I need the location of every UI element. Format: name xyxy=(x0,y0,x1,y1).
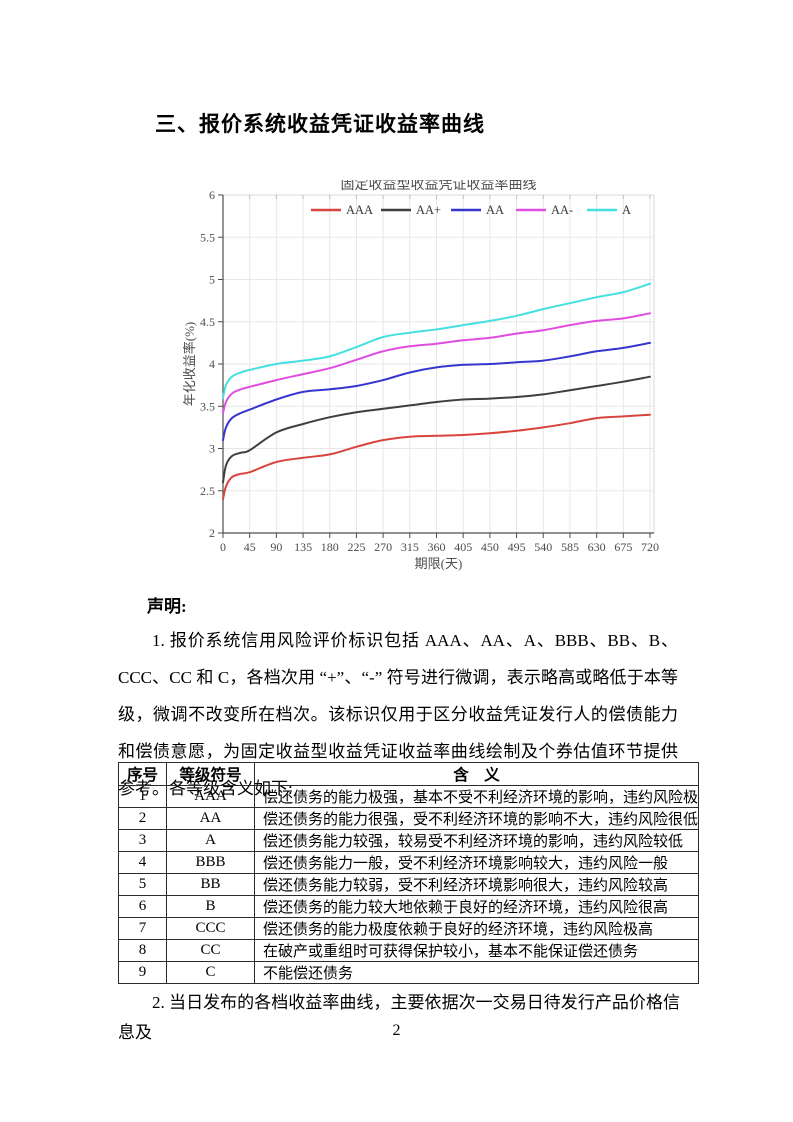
y-tick-label: 4.5 xyxy=(200,315,215,329)
row-meaning-cell: 偿还债务能力一般，受不利经济环境影响较大，违约风险一般 xyxy=(254,851,699,874)
row-symbol-cell: AA xyxy=(166,807,255,830)
x-tick-label: 675 xyxy=(614,540,632,554)
row-symbol-cell: B xyxy=(166,895,255,918)
row-index-cell: 3 xyxy=(118,829,167,852)
row-symbol-cell: A xyxy=(166,829,255,852)
x-tick-label: 360 xyxy=(428,540,446,554)
y-tick-label: 2.5 xyxy=(200,484,215,498)
x-tick-label: 405 xyxy=(454,540,472,554)
row-meaning-cell: 偿还债务的能力较大地依赖于良好的经济环境，违约风险很高 xyxy=(254,895,699,918)
y-tick-label: 2 xyxy=(209,526,215,540)
table-row: 7 CCC 偿还债务的能力极度依赖于良好的经济环境，违约风险极高 xyxy=(118,917,699,940)
legend-label-A: A xyxy=(622,203,631,217)
header-cell-meaning: 含 义 xyxy=(254,762,699,786)
x-tick-label: 270 xyxy=(374,540,392,554)
chart-title: 固定收益型收益凭证收益率曲线 xyxy=(341,180,537,193)
x-axis-label: 期限(天) xyxy=(415,556,463,571)
row-index-cell: 5 xyxy=(118,873,167,896)
row-meaning-cell: 偿还债务能力较弱，受不利经济环境影响很大，违约风险较高 xyxy=(254,873,699,896)
row-meaning-cell: 不能偿还债务 xyxy=(254,961,699,984)
row-symbol-cell: BBB xyxy=(166,851,255,874)
y-tick-label: 3 xyxy=(209,442,215,456)
row-index-cell: 2 xyxy=(118,807,167,830)
table-row: 6 B 偿还债务的能力较大地依赖于良好的经济环境，违约风险很高 xyxy=(118,895,699,918)
row-index-cell: 8 xyxy=(118,939,167,962)
table-row: 2 AA 偿还债务的能力很强，受不利经济环境的影响不大，违约风险很低 xyxy=(118,807,699,830)
row-index-cell: 4 xyxy=(118,851,167,874)
declaration-label: 声明: xyxy=(147,597,187,616)
header-cell-index: 序号 xyxy=(118,762,167,786)
x-tick-label: 225 xyxy=(347,540,365,554)
declaration-paragraph-1: 1. 报价系统信用风险评价标识包括 AAA、AA、A、BBB、BB、B、CCC、… xyxy=(118,631,678,798)
x-tick-label: 135 xyxy=(294,540,312,554)
x-tick-label: 315 xyxy=(401,540,419,554)
x-tick-label: 630 xyxy=(588,540,606,554)
row-index-cell: 9 xyxy=(118,961,167,984)
row-meaning-cell: 在破产或重组时可获得保护较小，基本不能保证偿还债务 xyxy=(254,939,699,962)
table-row: 8 CC 在破产或重组时可获得保护较小，基本不能保证偿还债务 xyxy=(118,939,699,962)
table-row: 5 BB 偿还债务能力较弱，受不利经济环境影响很大，违约风险较高 xyxy=(118,873,699,896)
row-symbol-cell: C xyxy=(166,961,255,984)
table-row: 1 AAA 偿还债务的能力极强，基本不受不利经济环境的影响，违约风险极低 xyxy=(118,785,699,808)
legend-label-AA+: AA+ xyxy=(416,203,441,217)
x-tick-label: 495 xyxy=(508,540,526,554)
header-cell-symbol: 等级符号 xyxy=(166,762,255,786)
x-tick-label: 540 xyxy=(534,540,552,554)
table-row: 3 A 偿还债务能力较强，较易受不利经济环境的影响，违约风险较低 xyxy=(118,829,699,852)
page-number: 2 xyxy=(392,1022,401,1039)
row-index-cell: 1 xyxy=(118,785,167,808)
y-tick-label: 3.5 xyxy=(200,399,215,413)
x-tick-label: 720 xyxy=(641,540,659,554)
row-index-cell: 6 xyxy=(118,895,167,918)
x-tick-label: 45 xyxy=(244,540,256,554)
yield-curve-chart: 2 2.5 3 3.5 4 4.5 5 5.5 6 0 45 90 135 180 225 270 315 360… xyxy=(182,176,680,580)
table-row: 9 C 不能偿还债务 xyxy=(118,961,699,984)
x-tick-label: 450 xyxy=(481,540,499,554)
row-symbol-cell: CC xyxy=(166,939,255,962)
x-tick-label: 180 xyxy=(321,540,339,554)
y-axis-label: 年化收益率(%) xyxy=(183,322,197,407)
row-symbol-cell: CCC xyxy=(166,917,255,940)
row-symbol-cell: BB xyxy=(166,873,255,896)
legend-label-AA: AA xyxy=(486,203,504,217)
rating-grade-table: 序号 等级符号 含 义 1 AAA 偿还债务的能力极强，基本不受不利经济环境的影响，… xyxy=(118,762,699,984)
row-meaning-cell: 偿还债务的能力极强，基本不受不利经济环境的影响，违约风险极低 xyxy=(254,785,699,808)
row-meaning-cell: 偿还债务的能力极度依赖于良好的经济环境，违约风险极高 xyxy=(254,917,699,940)
table-row: 4 BBB 偿还债务能力一般，受不利经济环境影响较大，违约风险一般 xyxy=(118,851,699,874)
x-tick-label: 585 xyxy=(561,540,579,554)
series-line-AAA xyxy=(222,413,651,501)
y-tick-label: 5 xyxy=(209,273,215,287)
x-tick-label: 0 xyxy=(220,540,226,554)
y-tick-label: 4 xyxy=(209,357,215,371)
series-line-AA xyxy=(222,341,651,442)
y-tick-label: 6 xyxy=(209,188,215,202)
series-line-AA- xyxy=(222,312,651,414)
row-index-cell: 7 xyxy=(118,917,167,940)
table-header-row: 序号 等级符号 含 义 xyxy=(118,762,699,786)
legend-label-AAA: AAA xyxy=(346,203,373,217)
series-line-A xyxy=(222,282,651,399)
declaration-paragraph-2: 2. 当日发布的各档收益率曲线，主要依据次一交易日待发行产品价格信息及 xyxy=(118,993,680,1042)
row-meaning-cell: 偿还债务能力较强，较易受不利经济环境的影响，违约风险较低 xyxy=(254,829,699,852)
legend-label-AA-: AA- xyxy=(551,203,573,217)
series-line-AA+ xyxy=(222,375,651,484)
x-tick-label: 90 xyxy=(270,540,282,554)
line-chart: 2 2.5 3 3.5 4 4.5 5 5.5 6 0 45 90 135 180 225 270 315 360… xyxy=(182,176,659,571)
row-symbol-cell: AAA xyxy=(166,785,255,808)
y-tick-label: 5.5 xyxy=(200,230,215,244)
section-heading: 三、报价系统收益凭证收益率曲线 xyxy=(155,113,485,136)
row-meaning-cell: 偿还债务的能力很强，受不利经济环境的影响不大，违约风险很低 xyxy=(254,807,699,830)
